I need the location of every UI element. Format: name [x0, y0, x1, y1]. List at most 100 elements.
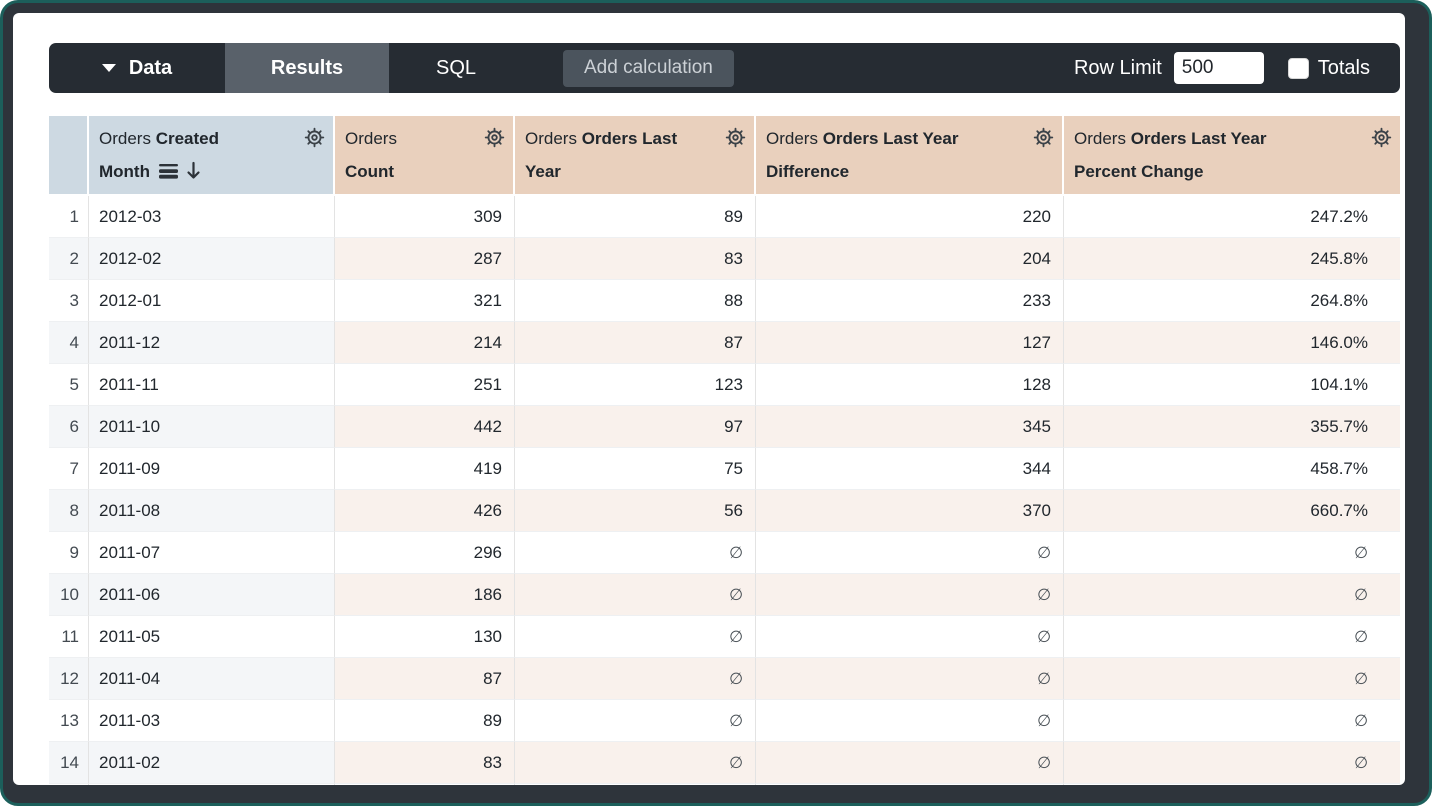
measure-cell[interactable]: ∅: [515, 658, 756, 700]
measure-cell[interactable]: ∅: [756, 532, 1064, 574]
measure-cell[interactable]: 123: [515, 364, 756, 406]
measure-cell[interactable]: 87: [515, 322, 756, 364]
measure-cell[interactable]: 130: [335, 616, 515, 658]
chevron-down-icon: [101, 64, 116, 72]
tab-data[interactable]: Data: [49, 43, 225, 93]
dimension-cell[interactable]: 2012-02: [89, 238, 335, 280]
measure-cell[interactable]: 88: [515, 280, 756, 322]
measure-cell[interactable]: 660.7%: [1064, 490, 1400, 532]
measure-cell[interactable]: ∅: [756, 574, 1064, 616]
measure-cell[interactable]: 104.1%: [1064, 364, 1400, 406]
measure-cell[interactable]: ∅: [756, 742, 1064, 784]
gear-icon[interactable]: [303, 126, 326, 149]
measure-cell[interactable]: 345: [756, 406, 1064, 448]
table-row: 6 2011-10 442 97 345 355.7%: [49, 406, 1400, 448]
measure-cell[interactable]: 89: [515, 196, 756, 238]
dimension-cell[interactable]: 2011-09: [89, 448, 335, 490]
measure-cell[interactable]: 186: [335, 574, 515, 616]
measure-cell[interactable]: 220: [756, 196, 1064, 238]
measure-cell[interactable]: 83: [515, 238, 756, 280]
measure-cell[interactable]: 97: [515, 406, 756, 448]
measure-cell[interactable]: 214: [335, 322, 515, 364]
measure-cell[interactable]: 458.7%: [1064, 448, 1400, 490]
measure-cell[interactable]: 89: [335, 700, 515, 742]
column-header-orders-last-year[interactable]: Orders Orders Last Year: [515, 116, 756, 196]
column-header-created-month[interactable]: Orders Created Month: [89, 116, 335, 196]
measure-cell[interactable]: ∅: [515, 574, 756, 616]
measure-cell[interactable]: 309: [335, 196, 515, 238]
measure-cell[interactable]: 127: [756, 322, 1064, 364]
gear-icon[interactable]: [483, 126, 506, 149]
measure-cell[interactable]: ∅: [515, 532, 756, 574]
column-header-count[interactable]: Orders Count: [335, 116, 515, 196]
dimension-cell[interactable]: 2011-08: [89, 490, 335, 532]
tab-sql[interactable]: SQL: [389, 43, 523, 93]
measure-cell[interactable]: 204: [756, 238, 1064, 280]
dimension-cell[interactable]: 2011-05: [89, 616, 335, 658]
dimension-cell[interactable]: 2011-04: [89, 658, 335, 700]
measure-cell[interactable]: ∅: [756, 700, 1064, 742]
measure-cell[interactable]: 83: [335, 742, 515, 784]
row-limit-input[interactable]: [1173, 52, 1264, 84]
measure-cell[interactable]: 426: [335, 490, 515, 532]
dimension-cell[interactable]: 2012-03: [89, 196, 335, 238]
app-content: Data Results SQL Add calculation Row Lim…: [13, 13, 1405, 785]
measure-cell[interactable]: ∅: [756, 658, 1064, 700]
measure-cell[interactable]: 56: [515, 490, 756, 532]
dimension-cell[interactable]: 2011-10: [89, 406, 335, 448]
measure-cell[interactable]: 264.8%: [1064, 280, 1400, 322]
measure-cell[interactable]: 419: [335, 448, 515, 490]
measure-cell[interactable]: ∅: [1064, 574, 1400, 616]
measure-cell[interactable]: 321: [335, 280, 515, 322]
gear-icon[interactable]: [1032, 126, 1055, 149]
dimension-cell[interactable]: 2012-01: [89, 280, 335, 322]
measure-cell[interactable]: 370: [756, 490, 1064, 532]
table-row: 4 2011-12 214 87 127 146.0%: [49, 322, 1400, 364]
dimension-cell[interactable]: 2011-11: [89, 364, 335, 406]
tab-results-label: Results: [270, 56, 344, 79]
dimension-cell[interactable]: 2011-02: [89, 742, 335, 784]
totals-label: Totals: [1317, 56, 1370, 79]
measure-cell[interactable]: 146.0%: [1064, 322, 1400, 364]
measure-cell[interactable]: 233: [756, 280, 1064, 322]
measure-cell[interactable]: ∅: [515, 616, 756, 658]
measure-cell[interactable]: 442: [335, 406, 515, 448]
measure-cell[interactable]: 247.2%: [1064, 196, 1400, 238]
tab-data-label: Data: [128, 56, 173, 79]
gear-icon[interactable]: [1370, 126, 1393, 149]
measure-cell[interactable]: 128: [756, 364, 1064, 406]
measure-cell[interactable]: 296: [335, 532, 515, 574]
measure-cell[interactable]: ∅: [756, 616, 1064, 658]
measure-cell[interactable]: ∅: [1064, 742, 1400, 784]
column-label: Orders Created Month: [99, 129, 219, 181]
row-number: 6: [49, 406, 89, 448]
measure-cell[interactable]: ∅: [1064, 700, 1400, 742]
measure-cell[interactable]: ∅: [1064, 616, 1400, 658]
tab-results[interactable]: Results: [225, 43, 389, 93]
measure-cell[interactable]: 245.8%: [1064, 238, 1400, 280]
measure-cell[interactable]: 87: [335, 658, 515, 700]
measure-cell[interactable]: ∅: [1064, 532, 1400, 574]
gear-icon[interactable]: [724, 126, 747, 149]
add-calculation-button[interactable]: Add calculation: [563, 49, 734, 87]
dimension-cell[interactable]: 2011-07: [89, 532, 335, 574]
column-header-orders-last-year-percent-change[interactable]: Orders Orders Last Year Percent Change: [1064, 116, 1400, 196]
query-toolbar: Data Results SQL Add calculation Row Lim…: [49, 43, 1400, 93]
measure-cell[interactable]: ∅: [515, 742, 756, 784]
measure-cell[interactable]: 355.7%: [1064, 406, 1400, 448]
measure-cell[interactable]: 75: [515, 448, 756, 490]
row-number: 13: [49, 700, 89, 742]
measure-cell[interactable]: 344: [756, 448, 1064, 490]
dimension-cell[interactable]: 2011-06: [89, 574, 335, 616]
column-label: Orders Orders Last Year: [525, 129, 678, 181]
row-number: 8: [49, 490, 89, 532]
totals-checkbox[interactable]: [1287, 57, 1309, 79]
column-header-orders-last-year-difference[interactable]: Orders Orders Last Year Difference: [756, 116, 1064, 196]
dimension-cell[interactable]: 2011-03: [89, 700, 335, 742]
column-label: Orders Count: [345, 129, 397, 181]
dimension-cell[interactable]: 2011-12: [89, 322, 335, 364]
measure-cell[interactable]: 287: [335, 238, 515, 280]
measure-cell[interactable]: 251: [335, 364, 515, 406]
measure-cell[interactable]: ∅: [515, 700, 756, 742]
measure-cell[interactable]: ∅: [1064, 658, 1400, 700]
